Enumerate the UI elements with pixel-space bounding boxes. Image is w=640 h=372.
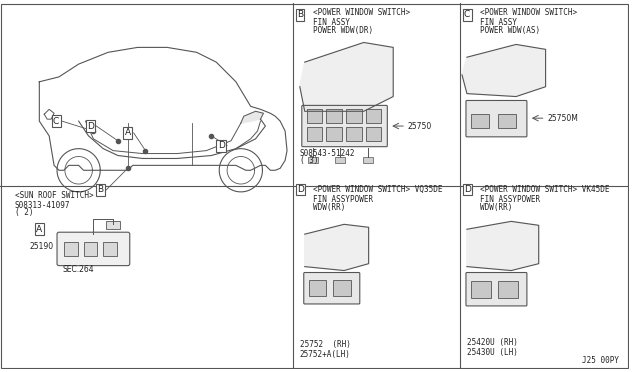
- Bar: [307, 127, 323, 141]
- Text: S08313-41097: S08313-41097: [15, 201, 70, 210]
- Polygon shape: [467, 221, 539, 270]
- Text: 25190: 25190: [30, 242, 54, 251]
- Bar: [326, 127, 342, 141]
- Text: J25 00PY: J25 00PY: [582, 356, 620, 365]
- Text: <POWER WINDOW SWITCH> VQ35DE: <POWER WINDOW SWITCH> VQ35DE: [312, 185, 442, 194]
- Text: <POWER WINDOW SWITCH> VK45DE: <POWER WINDOW SWITCH> VK45DE: [480, 185, 609, 194]
- Text: POWER WDW(AS): POWER WDW(AS): [480, 26, 540, 35]
- Polygon shape: [305, 224, 369, 270]
- Polygon shape: [300, 42, 393, 111]
- Bar: [499, 114, 516, 128]
- Bar: [84, 242, 97, 256]
- Text: D: D: [297, 185, 304, 194]
- Text: A: A: [125, 128, 131, 137]
- Text: D: D: [218, 141, 225, 150]
- Bar: [363, 157, 372, 163]
- Bar: [346, 127, 362, 141]
- Text: S08543-51242: S08543-51242: [300, 148, 355, 157]
- Text: SEC.264: SEC.264: [63, 264, 95, 273]
- Text: B: B: [97, 185, 103, 195]
- FancyBboxPatch shape: [302, 105, 387, 147]
- Text: 25430U (LH): 25430U (LH): [467, 348, 518, 357]
- Bar: [333, 280, 351, 296]
- Bar: [307, 109, 323, 123]
- Text: POWER WDW(DR): POWER WDW(DR): [312, 26, 372, 35]
- FancyBboxPatch shape: [466, 100, 527, 137]
- Bar: [308, 280, 326, 296]
- Bar: [471, 281, 490, 298]
- Bar: [103, 242, 117, 256]
- Text: FIN ASSYPOWER: FIN ASSYPOWER: [312, 195, 372, 204]
- Bar: [365, 127, 381, 141]
- Bar: [471, 114, 488, 128]
- Bar: [365, 109, 381, 123]
- Text: WDW(RR): WDW(RR): [312, 203, 345, 212]
- Bar: [346, 109, 362, 123]
- FancyBboxPatch shape: [57, 232, 130, 266]
- Text: 25752+A(LH): 25752+A(LH): [300, 350, 351, 359]
- Text: 25420U (RH): 25420U (RH): [467, 338, 518, 347]
- Text: ( 3): ( 3): [300, 156, 318, 166]
- Text: C: C: [53, 116, 59, 126]
- Bar: [106, 221, 120, 229]
- Text: D: D: [464, 185, 471, 194]
- Bar: [335, 157, 345, 163]
- Bar: [64, 242, 77, 256]
- Text: B: B: [297, 10, 303, 19]
- Text: 25750M: 25750M: [548, 114, 579, 123]
- Bar: [308, 157, 317, 163]
- FancyBboxPatch shape: [466, 273, 527, 306]
- Text: D: D: [87, 122, 94, 131]
- Text: A: A: [36, 225, 42, 234]
- FancyBboxPatch shape: [304, 273, 360, 304]
- Text: FIN ASSY: FIN ASSY: [312, 18, 349, 27]
- Bar: [499, 281, 518, 298]
- Bar: [326, 109, 342, 123]
- Text: WDW(RR): WDW(RR): [480, 203, 512, 212]
- Text: 25750: 25750: [408, 122, 432, 131]
- Text: <SUN ROOF SWITCH>: <SUN ROOF SWITCH>: [15, 191, 93, 200]
- Text: C: C: [464, 10, 470, 19]
- Text: 25752  (RH): 25752 (RH): [300, 340, 351, 349]
- Text: <POWER WINDOW SWITCH>: <POWER WINDOW SWITCH>: [480, 8, 577, 17]
- Text: FIN ASSY: FIN ASSY: [480, 18, 516, 27]
- Text: ( 2): ( 2): [15, 208, 33, 218]
- Polygon shape: [462, 44, 545, 97]
- Text: FIN ASSYPOWER: FIN ASSYPOWER: [480, 195, 540, 204]
- Text: <POWER WINDOW SWITCH>: <POWER WINDOW SWITCH>: [312, 8, 410, 17]
- Polygon shape: [241, 111, 264, 123]
